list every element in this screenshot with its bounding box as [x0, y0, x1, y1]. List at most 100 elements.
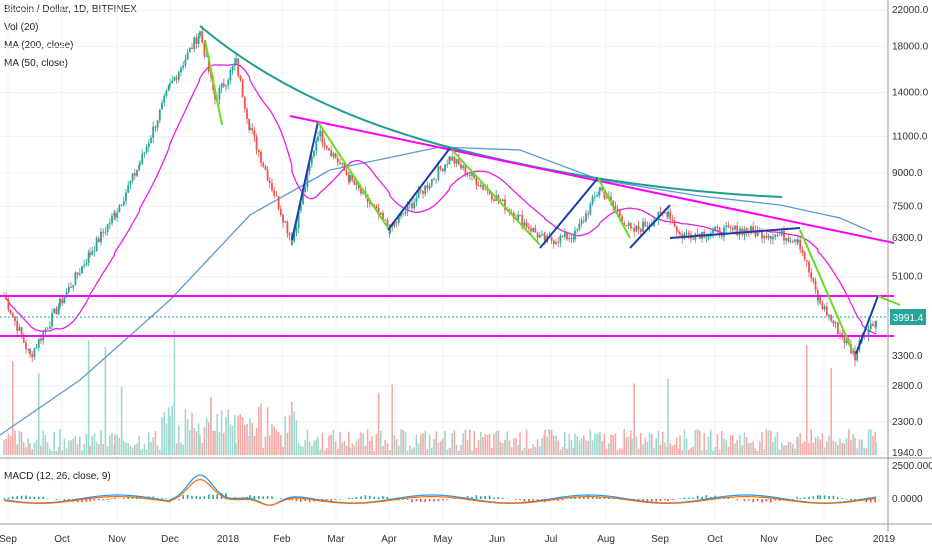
volume-bar	[651, 434, 653, 455]
candle-body	[612, 200, 615, 206]
candle-body	[255, 136, 258, 150]
candle-body	[687, 232, 690, 235]
volume-bar	[249, 418, 251, 455]
price-tick-label: 3300.0	[892, 351, 923, 362]
macd-tick-label: 0.0000	[892, 494, 923, 505]
candle-body	[854, 350, 856, 361]
volume-bar	[284, 416, 286, 455]
volume-bar	[304, 439, 306, 455]
green-trend-line	[597, 177, 631, 239]
price-tick-label: 7500.0	[892, 201, 923, 212]
candle-body	[453, 156, 456, 164]
candle-body	[830, 315, 833, 321]
candle-body	[306, 171, 309, 188]
volume-bar	[587, 440, 589, 455]
macd-histogram-bar	[334, 499, 337, 500]
volume-bar	[534, 446, 537, 455]
candle-body	[808, 261, 810, 273]
candle-body	[114, 213, 116, 218]
volume-bar	[644, 437, 646, 455]
volume-bar	[808, 442, 810, 455]
candle-body	[794, 239, 796, 242]
ma50-series	[3, 63, 877, 335]
candle-body	[308, 164, 311, 172]
volume-bar	[136, 443, 138, 455]
volume-bar	[433, 439, 435, 455]
candle-body	[441, 168, 444, 172]
candle-body	[63, 297, 66, 304]
volume-bar	[754, 448, 757, 455]
macd-histogram-bar	[428, 499, 431, 502]
candle-body	[557, 242, 560, 243]
macd-histogram-bar	[832, 495, 835, 499]
candle-body	[199, 31, 201, 37]
candle-body	[167, 85, 170, 91]
volume-bar	[286, 432, 289, 455]
volume-bar	[42, 430, 44, 455]
volume-bar	[495, 431, 497, 455]
volume-bar	[523, 447, 526, 455]
volume-bar	[541, 438, 543, 455]
candle-body	[284, 221, 287, 223]
macd-histogram-bar	[295, 499, 298, 502]
volume-bar	[51, 450, 53, 455]
candle-body	[778, 234, 781, 236]
candle-body	[330, 150, 333, 157]
volume-bar	[184, 409, 187, 455]
candles	[3, 25, 877, 366]
candle-body	[141, 153, 144, 164]
volume-bar	[59, 429, 61, 455]
volume-bar	[145, 449, 148, 455]
time-tick-label: Apr	[381, 534, 397, 545]
volume-bar	[208, 422, 210, 455]
time-tick-label: Aug	[597, 534, 615, 545]
candle-body	[419, 189, 422, 191]
candle-body	[825, 306, 828, 316]
descending-trendline	[199, 25, 783, 198]
volume-bar	[525, 429, 528, 455]
volume-bar	[792, 443, 794, 455]
candle-body	[635, 225, 638, 232]
candle-body	[679, 233, 681, 235]
volume-bar	[872, 435, 874, 455]
volume-bar	[343, 440, 346, 455]
candle-body	[814, 281, 817, 291]
candle-body	[869, 323, 872, 330]
macd-histogram-bar	[761, 499, 763, 503]
price-tick-label: 6300.0	[892, 233, 923, 244]
volume-bar	[830, 367, 832, 455]
macd-histogram-bar	[599, 497, 601, 499]
macd-histogram-bar	[770, 499, 772, 503]
macd-histogram-bar	[85, 499, 88, 503]
macd-histogram-bar	[743, 499, 746, 502]
green-trend-line	[317, 121, 389, 229]
volume-bar	[580, 438, 583, 455]
macd-histogram-bar	[664, 499, 666, 501]
volume-bar	[319, 449, 321, 455]
macd-histogram-bar	[304, 499, 306, 502]
macd-histogram-bar	[523, 499, 526, 502]
macd-histogram-bar	[29, 496, 31, 499]
volume-bar	[382, 446, 384, 455]
green-trend-line	[877, 295, 901, 306]
volume-bar	[865, 448, 868, 455]
volume-bar	[68, 440, 70, 455]
candle-body	[486, 189, 489, 191]
macd-histogram-bar	[253, 495, 256, 499]
candle-body	[195, 37, 198, 44]
volume-bar	[302, 446, 304, 455]
volume-bar	[227, 409, 229, 455]
macd-histogram-bar	[156, 497, 159, 499]
candle-body	[81, 266, 83, 274]
candle-body	[484, 189, 487, 191]
candle-body	[729, 226, 732, 228]
candle-body	[14, 316, 16, 322]
volume-bar	[258, 406, 260, 455]
volume-bar	[812, 442, 815, 455]
candle-body	[422, 190, 424, 194]
candle-body	[490, 194, 493, 200]
time-tick-label: May	[434, 534, 453, 545]
volume-bar	[375, 434, 378, 455]
candle-body	[249, 127, 251, 130]
